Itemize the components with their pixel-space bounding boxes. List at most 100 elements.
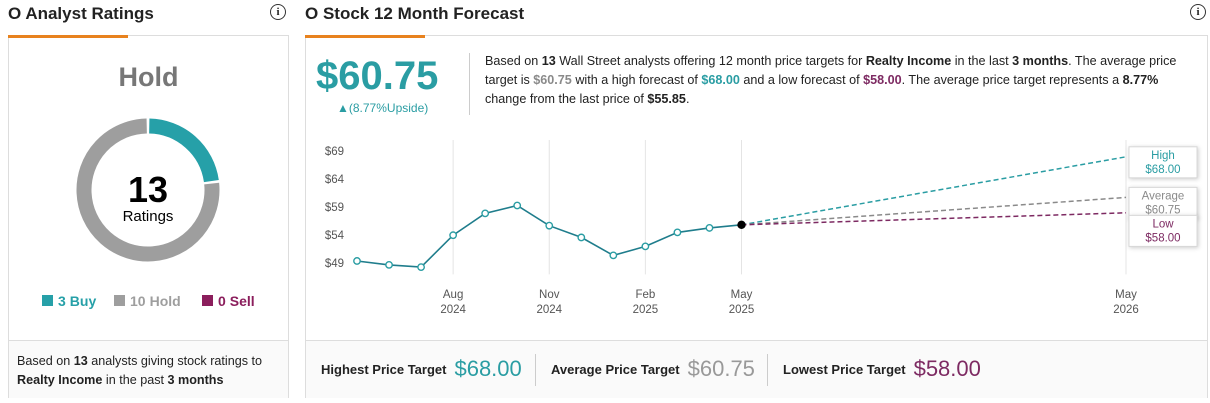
forecast-name: Average (1142, 190, 1185, 202)
desc-text: $60.75 (533, 73, 572, 87)
y-tick-label: $59 (325, 202, 344, 214)
y-tick-label: $69 (325, 146, 344, 158)
forecast-description: Based on 13 Wall Street analysts offerin… (485, 52, 1201, 109)
forecast-value: $68.00 (1145, 164, 1180, 176)
footer-text: 3 months (167, 373, 224, 387)
footer-text: Realty Income (17, 373, 103, 387)
desc-text: $58.00 (863, 73, 902, 87)
desc-text: $55.85 (647, 92, 686, 106)
x-tick-label: Feb 2025 (632, 289, 659, 316)
price-point (385, 260, 393, 269)
price-point (481, 209, 490, 218)
price-point (545, 221, 554, 230)
legend-label: 0 Sell (218, 293, 255, 309)
x-tick-label: Aug 2024 (440, 289, 466, 316)
legend-label: 10 Hold (130, 293, 181, 309)
desc-text: in the last (951, 54, 1013, 68)
price-target: $60.75 (316, 54, 439, 98)
price-point (737, 220, 746, 230)
forecast-box (1128, 146, 1198, 179)
x-tick-label: May 2026 (1113, 289, 1139, 316)
legend-count: 0 (218, 293, 226, 309)
summary-item: Average Price Target $60.75 (551, 354, 755, 384)
price-point (641, 242, 650, 251)
forecast-box (1128, 214, 1198, 247)
separator (535, 354, 536, 386)
price-point (705, 224, 714, 232)
desc-text: . The average price target represents a (901, 73, 1123, 87)
summary-item: Highest Price Target $68.00 (321, 354, 522, 384)
donut-segment (148, 118, 219, 183)
desc-text: 8.77% (1122, 73, 1159, 87)
upside: ▲(8.77%Upside) (337, 101, 429, 115)
desc-text: . (685, 92, 690, 106)
footer-text: analysts giving stock ratings to (87, 354, 263, 368)
legend-swatch (42, 295, 53, 306)
legend-name: Buy (70, 293, 97, 309)
legend-swatch (202, 295, 213, 306)
desc-text: . The average price target is (485, 54, 1177, 87)
forecast-line (741, 212, 1127, 226)
summary-value: $60.75 (687, 356, 755, 381)
legend-name: Hold (150, 293, 181, 309)
footer-text: 13 (73, 354, 88, 368)
donut-total: 13 (128, 169, 168, 210)
price-point (513, 201, 522, 210)
desc-text: 13 (541, 54, 556, 68)
consensus: Hold (118, 62, 179, 92)
desc-text: $68.00 (701, 73, 740, 87)
summary-value: $68.00 (454, 356, 522, 381)
info-icon[interactable]: i (270, 4, 286, 20)
desc-text: 3 months (1012, 54, 1069, 68)
x-tick-label: May 2025 (728, 289, 755, 316)
forecast-name: High (1151, 150, 1175, 162)
summary-label: Highest Price Target (321, 361, 447, 377)
summary-item: Lowest Price Target $58.00 (783, 354, 981, 384)
panel-title: O Stock 12 Month Forecast (305, 4, 525, 23)
footer-text: in the past (102, 373, 168, 387)
price-point (417, 263, 425, 272)
forecast-value: $58.00 (1145, 232, 1180, 244)
y-tick-label: $54 (325, 230, 345, 242)
footer-text: Based on (17, 354, 74, 368)
price-point (449, 231, 458, 240)
legend-swatch (114, 295, 125, 306)
price-point (673, 228, 682, 237)
y-tick-label: $64 (325, 174, 345, 186)
ratings-footer: Based on 13 analysts giving stock rating… (17, 352, 282, 390)
summary-label: Average Price Target (551, 361, 680, 377)
panel-title: O Analyst Ratings (8, 4, 154, 23)
price-point (609, 251, 618, 260)
separator (469, 53, 470, 115)
price-point (353, 257, 361, 265)
info-icon[interactable]: i (1190, 4, 1206, 20)
summary-bg (306, 340, 1207, 398)
accent-bar (8, 35, 128, 38)
accent-bar (305, 35, 425, 38)
donut-segment (76, 118, 220, 262)
x-tick-label: Nov 2024 (536, 289, 563, 316)
legend-count: 3 (58, 293, 66, 309)
legend-name: Sell (230, 293, 255, 309)
desc-text: with a high forecast of (571, 73, 702, 87)
desc-text: Based on (485, 54, 542, 68)
desc-text: Wall Street analysts offering 12 month p… (555, 54, 866, 68)
footer-bg (9, 340, 288, 398)
forecast-value: $60.75 (1145, 204, 1180, 216)
forecast-line (741, 156, 1127, 226)
summary-label: Lowest Price Target (783, 361, 906, 377)
donut-label: Ratings (123, 208, 174, 225)
forecast-name: Low (1152, 218, 1174, 230)
forecast-line (741, 196, 1127, 226)
summary-value: $58.00 (913, 356, 981, 381)
separator (767, 354, 768, 386)
price-point (577, 233, 586, 242)
desc-text: change from the last price of (485, 92, 648, 106)
legend-label: 3 Buy (58, 293, 96, 309)
y-tick-label: $49 (325, 258, 344, 270)
desc-text: Realty Income (865, 54, 952, 68)
desc-text: and a low forecast of (739, 73, 864, 87)
legend-count: 10 (130, 293, 146, 309)
